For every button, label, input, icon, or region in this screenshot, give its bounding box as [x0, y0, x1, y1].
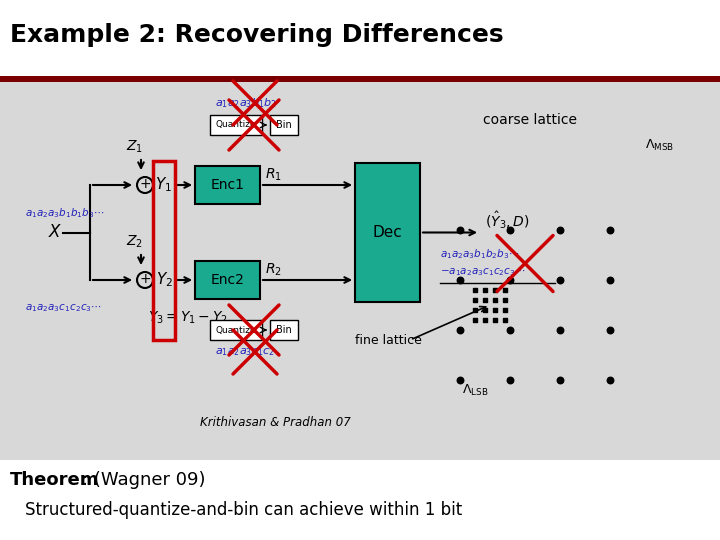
Point: [604, 276, 616, 285]
Point: [480, 306, 491, 314]
Point: [604, 326, 616, 334]
Point: [480, 296, 491, 305]
Bar: [195, 166, 260, 204]
Text: $a_1a_2a_3b_1b_1b_3\cdots$: $a_1a_2a_3b_1b_1b_3\cdots$: [25, 206, 104, 220]
Text: Theorem: Theorem: [10, 471, 99, 489]
Text: $Y_1$: $Y_1$: [156, 176, 173, 194]
Text: fine lattice: fine lattice: [355, 334, 422, 347]
Point: [469, 306, 481, 314]
Text: $Y_3=Y_1-Y_2$: $Y_3=Y_1-Y_2$: [148, 310, 228, 326]
Point: [469, 286, 481, 294]
Point: [499, 296, 510, 305]
Point: [504, 326, 516, 334]
Text: Quantize: Quantize: [216, 326, 256, 334]
Point: [504, 276, 516, 285]
Bar: [430, 90, 720, 410]
Point: [490, 316, 501, 325]
Bar: [0, 76, 720, 82]
Text: $-a_1a_2a_3c_1c_2c_3\cdots$: $-a_1a_2a_3c_1c_2c_3\cdots$: [440, 267, 526, 279]
Bar: [210, 320, 262, 340]
Text: +: +: [139, 272, 150, 286]
Bar: [210, 115, 262, 135]
Text: $Z_1$: $Z_1$: [127, 139, 143, 155]
Point: [554, 326, 566, 334]
Point: [554, 226, 566, 234]
Text: Dec: Dec: [373, 225, 402, 240]
Text: $R_2$: $R_2$: [265, 262, 282, 278]
Text: $a_1a_2a_3b_1b_2b_3\cdots$: $a_1a_2a_3b_1b_2b_3\cdots$: [440, 248, 520, 261]
Text: $a_1a_2a_3b_1b_2$: $a_1a_2a_3b_1b_2$: [215, 96, 276, 110]
Point: [499, 316, 510, 325]
Text: Bin: Bin: [276, 120, 292, 130]
Text: $Y_2$: $Y_2$: [156, 271, 173, 289]
Text: $R_1$: $R_1$: [265, 167, 282, 183]
Text: Enc2: Enc2: [210, 273, 244, 287]
Text: Quantize: Quantize: [216, 120, 256, 130]
Bar: [355, 163, 420, 302]
Point: [504, 226, 516, 234]
Point: [480, 316, 491, 325]
Point: [499, 286, 510, 294]
Point: [554, 276, 566, 285]
Text: coarse lattice: coarse lattice: [483, 113, 577, 127]
Point: [454, 276, 466, 285]
Text: $a_1a_2a_3c_1c_2c_3\cdots$: $a_1a_2a_3c_1c_2c_3\cdots$: [25, 302, 102, 314]
Text: $Z_2$: $Z_2$: [127, 234, 143, 250]
Bar: [270, 320, 298, 340]
Point: [490, 296, 501, 305]
Text: Structured-quantize-and-bin can achieve within 1 bit: Structured-quantize-and-bin can achieve …: [25, 501, 462, 519]
Bar: [0, 82, 720, 460]
Point: [504, 376, 516, 384]
Point: [480, 286, 491, 294]
Bar: [0, 0, 720, 80]
Text: Enc1: Enc1: [210, 178, 245, 192]
Point: [604, 226, 616, 234]
Text: Bin: Bin: [276, 325, 292, 335]
Text: $a_1a_2a_3c_1c_2$: $a_1a_2a_3c_1c_2$: [215, 346, 275, 358]
Text: Example 2: Recovering Differences: Example 2: Recovering Differences: [10, 23, 503, 47]
Bar: [0, 460, 720, 540]
Text: $(\hat{Y}_3,D)$: $(\hat{Y}_3,D)$: [485, 210, 530, 231]
Text: $\Lambda_{\rm LSB}$: $\Lambda_{\rm LSB}$: [462, 382, 488, 397]
Point: [469, 316, 481, 325]
Bar: [153, 161, 175, 340]
Point: [454, 326, 466, 334]
Point: [454, 376, 466, 384]
Point: [469, 296, 481, 305]
Bar: [270, 115, 298, 135]
Point: [490, 306, 501, 314]
Point: [490, 286, 501, 294]
Text: $\Lambda_{\rm MSB}$: $\Lambda_{\rm MSB}$: [645, 138, 674, 152]
Text: +: +: [139, 177, 150, 191]
Point: [499, 306, 510, 314]
Point: [604, 376, 616, 384]
Point: [454, 226, 466, 234]
Bar: [195, 261, 260, 299]
Point: [554, 376, 566, 384]
Text: : (Wagner 09): : (Wagner 09): [82, 471, 205, 489]
Text: Krithivasan & Pradhan 07: Krithivasan & Pradhan 07: [200, 415, 351, 429]
Text: $X$: $X$: [48, 224, 62, 241]
